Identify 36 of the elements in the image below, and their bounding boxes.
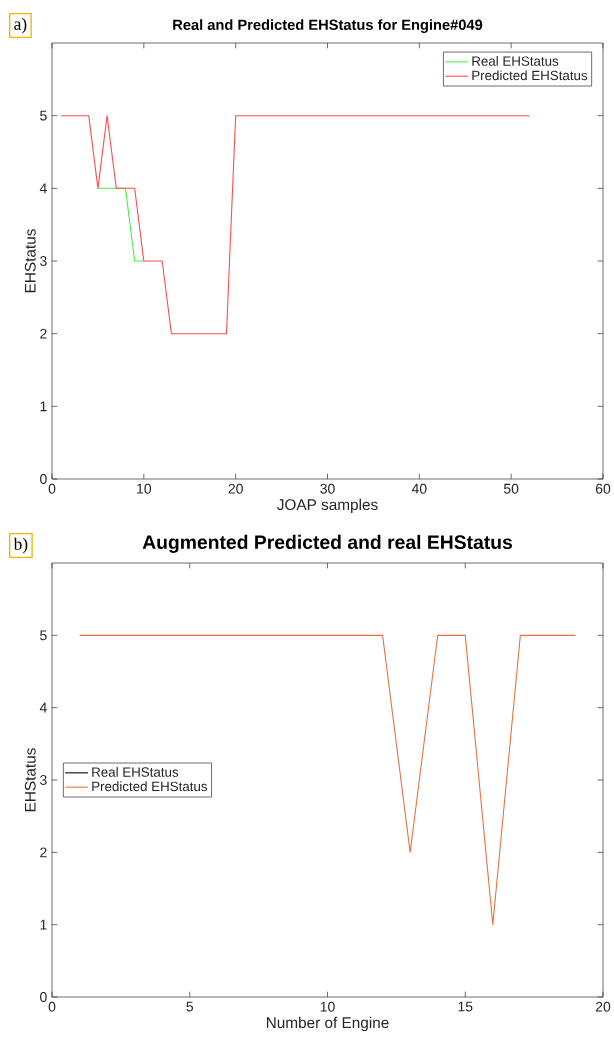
x-tick-label: 5	[186, 1001, 194, 1012]
chart-title: Real and Predicted EHStatus for Engine#049	[173, 19, 483, 33]
x-tick-label: 10	[320, 1001, 335, 1012]
chart-title: Augmented Predicted and real EHStatus	[142, 534, 513, 553]
x-tick-label: 40	[411, 483, 427, 494]
y-tick-label: 4	[39, 183, 47, 194]
y-tick-label: 2	[40, 847, 47, 858]
x-tick-label: 20	[228, 483, 243, 494]
y-tick-label: 5	[40, 110, 47, 121]
y-tick-label: 1	[40, 919, 47, 930]
x-tick-label: 20	[595, 1001, 611, 1012]
legend-label: Real EHStatus	[472, 56, 559, 66]
y-tick-label: 1	[40, 401, 47, 412]
y-tick-label: 4	[39, 702, 47, 713]
x-tick-label: 0	[48, 1001, 56, 1012]
y-tick-label: 0	[40, 474, 47, 484]
x-tick-label: 15	[458, 1001, 473, 1012]
legend-label: Real EHStatus	[92, 767, 179, 777]
x-tick-label: 30	[320, 483, 335, 494]
y-axis-title: EHStatus	[24, 748, 36, 812]
y-tick-label: 0	[40, 992, 47, 1002]
x-axis-title: Number of Engine	[266, 1016, 389, 1032]
text: b)	[13, 537, 28, 554]
x-tick-label: 10	[137, 483, 152, 494]
y-tick-label: 5	[40, 630, 47, 641]
y-tick-label: 3	[40, 256, 47, 266]
legend-label: Predicted EHStatus	[472, 70, 588, 81]
y-tick-label: 3	[40, 775, 47, 785]
x-tick-label: 0	[48, 483, 56, 494]
x-axis-title: JOAP samples	[277, 498, 378, 514]
x-tick-label: 50	[503, 483, 519, 494]
text: a)	[14, 17, 27, 34]
y-axis-title: EHStatus	[24, 229, 36, 293]
x-tick-label: 60	[595, 483, 611, 494]
legend-label: Predicted EHStatus	[92, 781, 208, 792]
y-tick-label: 2	[40, 328, 47, 339]
